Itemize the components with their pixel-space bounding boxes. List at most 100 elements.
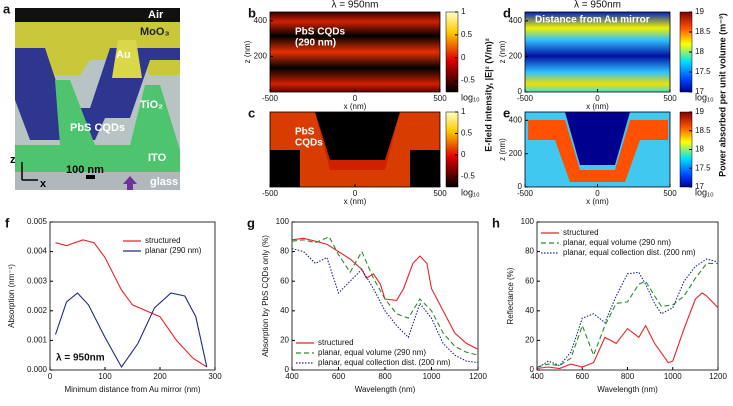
data-line [291,236,479,356]
x-tick-label: 800 [378,372,392,381]
y-axis-label: Absorption by PbS CQDs only (%) [261,235,270,357]
plot-frame [49,221,216,371]
y-tick-label: 0.004 [27,247,48,256]
colorbar-tick-label: 18 [695,145,704,154]
tio2-label: TiO₂ [140,99,163,111]
data-line [536,292,719,370]
colorbar-unit: log₁₀ [461,187,480,197]
x-tick-label: 500 [663,94,677,103]
x-tick-label: 600 [576,372,590,381]
data-line [54,292,208,369]
x-axis-label: Minimum distance from Au mirror (nm) [64,385,200,394]
x-tick-label: 500 [433,94,447,103]
y-tick-label: 0 [518,182,523,191]
x-tick-label: 500 [433,189,447,198]
colorbar-unit: log₁₀ [695,187,714,197]
colorbar-tick-label: 18.5 [695,126,711,135]
colorbar [445,111,459,188]
data-line [291,237,479,350]
colorbar-tick-label: 17.5 [695,163,711,172]
y-tick-label: 400 [509,115,523,124]
y-tick-label: 0 [285,365,290,374]
y-tick-label: 0 [530,365,535,374]
y-tick-label: 0.001 [27,336,48,345]
legend-label: planar, equal volume (290 nm) [563,238,671,247]
colorbar-tick-label: 1 [461,7,466,16]
x-axis-label: Wavelength (nm) [597,385,658,394]
x-tick-label: -500 [517,189,534,198]
data-line [55,239,208,368]
data-line [536,262,718,368]
ito-region [270,150,300,187]
glass-base [15,172,180,190]
legend-label: planar (290 nm) [145,246,202,255]
power-map [525,12,670,92]
x-tick-label: 800 [621,372,635,381]
x-tick-label: -500 [262,94,279,103]
annotation: CQDs [295,138,323,149]
y-axis-label: z (nm) [243,40,252,63]
x-tick-label: 1200 [469,372,487,381]
annotation: Distance from Au mirror [535,15,650,26]
plot-frame [524,11,671,93]
plot-frame [269,111,441,188]
y-tick-label: 80 [280,247,289,256]
plot-frame [536,221,719,371]
au-region [315,112,400,160]
y-tick-label: 40 [525,306,534,315]
panel-label: d [503,5,511,20]
y-tick-label: 60 [525,276,534,285]
x-tick-label: 0 [353,189,358,198]
y-tick-label: 0.003 [27,276,48,285]
annotation: λ = 950nm [56,353,105,364]
air-layer [15,8,180,22]
schematic: a Air MoO₃ Au TiO₂ PbS CQDs ITO glass 10… [3,1,180,190]
colorbar-tick-label: 17.5 [695,67,711,76]
y-tick-label: 400 [509,16,523,25]
x-tick-label: 500 [663,189,677,198]
x-axis-label: x (nm) [344,102,367,111]
y-axis-label: Reflectance (%) [506,267,515,324]
x-tick-label: 0 [353,94,358,103]
panel-label: e [503,105,510,120]
colorbar-tick-label: 1 [461,107,466,116]
panel-label: a [3,1,11,16]
ito-layer [15,80,180,172]
y-axis-label: z (nm) [498,40,507,63]
panel-label: b [248,5,256,20]
x-tick-label: 1000 [423,372,441,381]
y-tick-label: 200 [509,52,523,61]
colorbar [445,11,459,93]
colorbar-tick-label: 19 [695,7,704,16]
field-shading [270,112,440,187]
colorbar-unit: log₁₀ [461,92,480,102]
au-feature [112,40,142,78]
x-tick-label: 400 [285,372,299,381]
x-tick-label: 300 [208,372,222,381]
y-tick-label: 20 [525,336,534,345]
x-tick-label: -500 [517,94,534,103]
light-arrow [123,176,137,190]
legend-label: planar, equal collection dist. (200 nm) [318,358,451,367]
y-tick-label: 0.005 [27,217,48,226]
colorbar-tick-label: 0 [461,150,466,159]
y-tick-label: 0.002 [27,306,48,315]
ito-label: ITO [148,152,167,164]
y-tick-label: 80 [525,247,534,256]
x-axis-label: Wavelength (nm) [355,385,416,394]
y-tick-label: 400 [254,16,268,25]
colorbar-tick-label: 18 [695,47,704,56]
power-shading [528,120,668,182]
moo3-layer [15,22,180,75]
ito-region [410,150,440,187]
y-axis-label: z (nm) [498,138,507,161]
annotation: PbS CQDs [295,27,345,38]
x-tick-label: 200 [153,372,167,381]
scale-bar [86,175,95,179]
y-axis-label: Absorption (nm⁻¹) [7,264,16,328]
x-tick-label: 100 [98,372,112,381]
y-tick-label: 100 [276,217,290,226]
y-tick-label: 0 [518,87,523,96]
x-tick-label: 0 [595,94,600,103]
